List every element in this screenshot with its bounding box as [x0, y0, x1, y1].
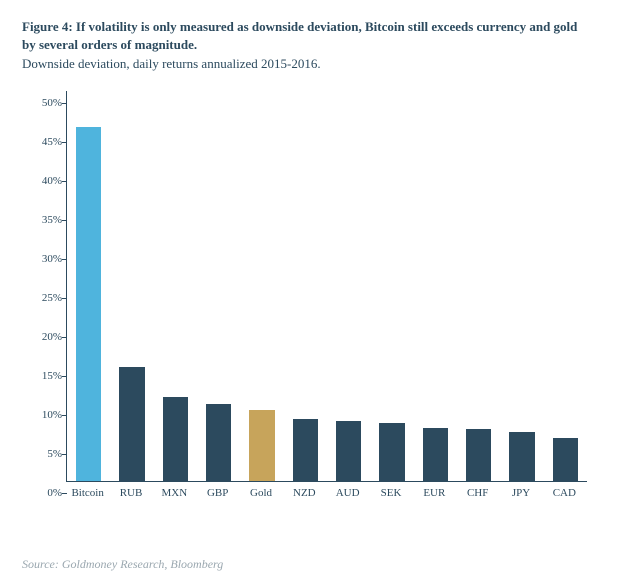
source-attribution: Source: Goldmoney Research, Bloomberg: [22, 557, 223, 572]
chart-area: 0% 5% 10% 15% 20% 25% 30% 35% 40% 45% 50% Bitcoin R…: [22, 83, 592, 523]
bar-sek: [379, 423, 404, 481]
bar-jpy: [509, 432, 534, 481]
y-tick-label: 15%: [22, 370, 62, 382]
bar-cad: [553, 438, 578, 481]
y-tick-label: 20%: [22, 331, 62, 343]
x-label: CHF: [467, 487, 488, 499]
x-label: Gold: [250, 487, 272, 499]
x-label: SEK: [381, 487, 402, 499]
x-label: NZD: [293, 487, 316, 499]
x-label: JPY: [512, 487, 530, 499]
y-tick-label: 5%: [22, 448, 62, 460]
x-label: AUD: [336, 487, 360, 499]
x-label: MXN: [161, 487, 187, 499]
bar-gbp: [206, 404, 231, 480]
figure-subtitle: Downside deviation, daily returns annual…: [22, 55, 592, 73]
y-tick-label: 45%: [22, 136, 62, 148]
x-label: CAD: [553, 487, 576, 499]
bar-chf: [466, 429, 491, 480]
bars-layer: [67, 91, 587, 481]
x-label: EUR: [423, 487, 445, 499]
x-label: RUB: [120, 487, 143, 499]
y-tick-label: 30%: [22, 253, 62, 265]
title-block: Figure 4: If volatility is only measured…: [22, 18, 592, 73]
x-label: GBP: [207, 487, 228, 499]
bar-mxn: [163, 397, 188, 480]
y-tick-label: 10%: [22, 409, 62, 421]
bar-rub: [119, 367, 144, 481]
bar-aud: [336, 421, 361, 480]
figure-title: Figure 4: If volatility is only measured…: [22, 18, 592, 53]
x-axis-labels: Bitcoin RUB MXN GBP Gold NZD AUD SEK EUR CHF JPY CA…: [66, 483, 586, 505]
y-tick-label: 50%: [22, 97, 62, 109]
bar-gold: [249, 410, 274, 481]
y-tick-label: 0%: [22, 487, 62, 499]
plot-region: [66, 91, 587, 482]
x-label: Bitcoin: [71, 487, 103, 499]
y-tick-label: 40%: [22, 175, 62, 187]
figure-container: Figure 4: If volatility is only measured…: [0, 0, 620, 586]
bar-eur: [423, 428, 448, 481]
y-tick-label: 35%: [22, 214, 62, 226]
y-tick-label: 25%: [22, 292, 62, 304]
bar-nzd: [293, 419, 318, 481]
bar-bitcoin: [76, 127, 101, 480]
